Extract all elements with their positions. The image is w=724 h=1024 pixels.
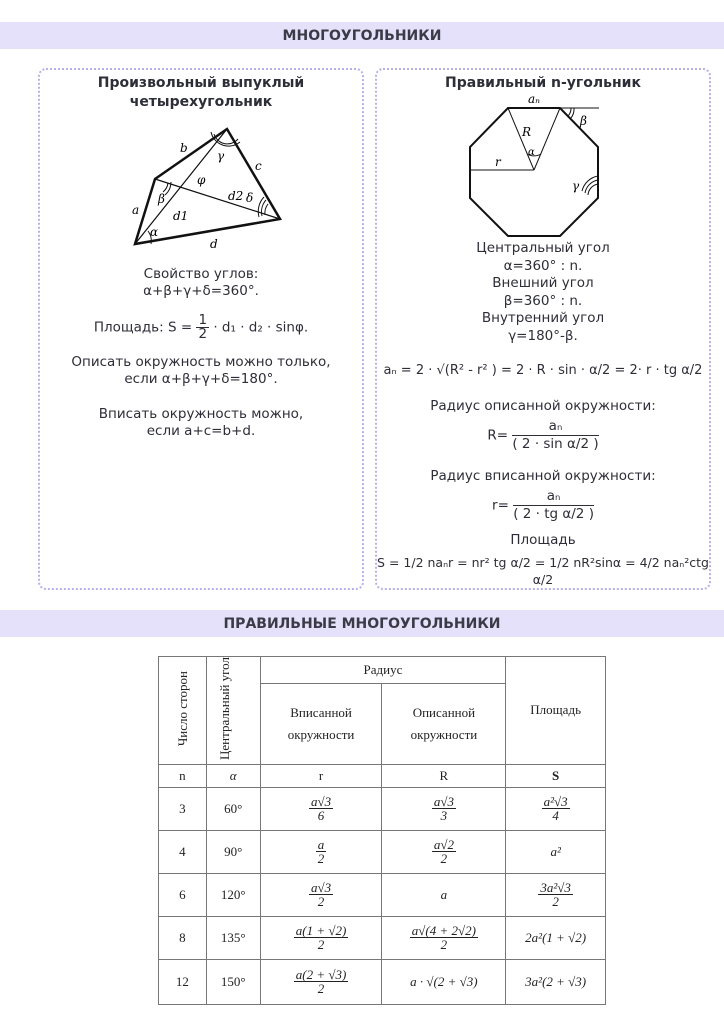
quadrilateral-figure: a b c d d1 d2 α β γ δ φ (132, 127, 282, 251)
svg-text:β: β (579, 114, 587, 128)
octagon-figure: aₙ R r α β γ (469, 92, 599, 237)
svg-text:d1: d1 (173, 209, 188, 223)
side-formula: aₙ = 2 · √(R² - r² ) = 2 · R · sin · α/2… (383, 363, 703, 378)
angles-formula: α+β+γ+δ=360°. (143, 283, 259, 299)
formula-r: a(2 + √3) 2 (259, 958, 383, 1005)
formula-S: a²√3 4 (505, 786, 606, 831)
header-circumscribed: Описанной окружности (381, 682, 507, 765)
regular-polygon-panel: Правильный n-угольник aₙ R r α β γ Центр… (375, 68, 711, 590)
formula-R: a√3 3 (381, 786, 507, 831)
circumradius-formula: R= aₙ( 2 · sin α/2 ) (487, 418, 599, 452)
header-area: Площадь (505, 656, 606, 765)
area-formula: S = 1/2 naₙr = nr² tg α/2 = 1/2 nR²sinα … (377, 555, 709, 587)
table-row: 3 60° a√3 6 a√3 3 a²√3 4 (158, 786, 606, 831)
header-inscribed: Вписанной окружности (259, 682, 383, 765)
svg-text:α: α (528, 147, 535, 158)
inradius-label: Радиус вписанной окружности: (430, 468, 656, 484)
regular-polygons-table: Число сторон Центральный угол Радиус Пло… (158, 656, 606, 1005)
inradius-formula: r= aₙ( 2 · tg α/2 ) (492, 488, 594, 522)
formula-r: a√3 2 (259, 872, 383, 917)
formula-S: 3a²√3 2 (505, 872, 606, 917)
table-row: 4 90° a 2 a√2 2 a² (158, 829, 606, 874)
formula-R: a√2 2 (381, 829, 507, 874)
formula-S: 3a²(2 + √3) (505, 958, 606, 1005)
angle-definitions: Центральный угол α=360° : n. Внешний угол… (476, 240, 610, 344)
svg-text:b: b (180, 141, 188, 155)
quadrilateral-panel: Произвольный выпуклый четырехугольник a b… (38, 68, 364, 590)
formula-R: a · √(2 + √3) (381, 958, 507, 1005)
table-row: 8 135° a(1 + √2) 2 a√(4 + 2√2) 2 2a²(1 + √2) (158, 915, 606, 960)
formula-r: a√3 6 (259, 786, 383, 831)
svg-text:r: r (495, 155, 502, 169)
header-sides: Число сторон (174, 670, 190, 747)
area-label: Площадь (510, 532, 576, 548)
header-radius: Радиус (259, 656, 507, 684)
inscribe-condition: Вписать окружность можно, если a+c=b+d. (98, 406, 304, 439)
header-central-angle: Центральный угол (217, 657, 233, 760)
svg-text:R: R (521, 125, 531, 139)
svg-text:d2: d2 (228, 189, 243, 203)
svg-text:aₙ: aₙ (528, 92, 540, 106)
angles-label: Свойство углов: (143, 266, 259, 282)
svg-text:γ: γ (217, 149, 225, 163)
svg-text:a: a (132, 203, 139, 217)
formula-r: a(1 + √2) 2 (259, 915, 383, 960)
formula-S: a² (505, 829, 606, 874)
formula-S: 2a²(1 + √2) (505, 915, 606, 960)
svg-text:γ: γ (572, 179, 580, 193)
svg-text:c: c (255, 159, 262, 173)
svg-text:φ: φ (197, 173, 206, 187)
circumscribe-condition: Описать окружность можно только, если α+β… (71, 354, 331, 387)
circumradius-label: Радиус описанной окружности: (430, 398, 656, 414)
formula-R: a√(4 + 2√2) 2 (381, 915, 507, 960)
table-row: 6 120° a√3 2 a 3a²√3 2 (158, 872, 606, 917)
section-title-polygons: МНОГОУГОЛЬНИКИ (0, 22, 724, 49)
svg-text:d: d (210, 237, 218, 251)
section-title-regular-polygons: ПРАВИЛЬНЫЕ МНОГОУГОЛЬНИКИ (0, 610, 724, 637)
svg-text:β: β (157, 192, 165, 206)
panel-title: Правильный n-угольник (445, 75, 641, 91)
formula-R: a (381, 872, 507, 917)
svg-text:α: α (150, 225, 158, 239)
panel-title: Произвольный выпуклый четырехугольник (97, 75, 305, 110)
table-row: 12 150° a(2 + √3) 2 a · √(2 + √3) 3a²(2 + √3) (158, 958, 606, 1005)
svg-text:δ: δ (246, 191, 253, 205)
